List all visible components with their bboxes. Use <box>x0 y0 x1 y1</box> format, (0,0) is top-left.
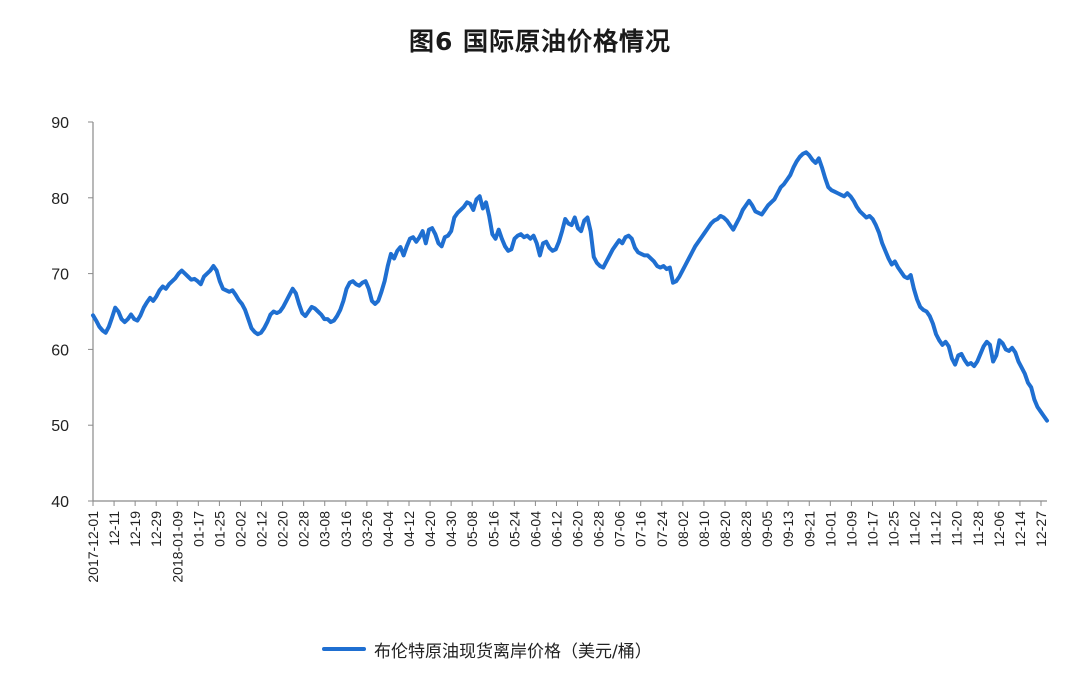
x-tick-label: 04-04 <box>380 511 396 547</box>
x-tick-label: 04-12 <box>401 511 417 547</box>
x-tick-label: 12-11 <box>106 511 122 546</box>
y-tick-label: 60 <box>51 342 69 359</box>
x-tick-label: 06-04 <box>527 511 543 547</box>
x-tick-label: 02-02 <box>232 511 248 547</box>
x-tick-label: 01-25 <box>211 511 227 547</box>
x-tick-label: 11-02 <box>907 511 923 546</box>
series-layer <box>91 150 1049 423</box>
x-tick-label: 05-16 <box>485 511 501 547</box>
x-tick-label: 07-16 <box>633 511 649 547</box>
x-tick-label: 05-24 <box>506 511 522 547</box>
x-tick-label: 02-28 <box>296 511 312 547</box>
x-tick-label: 08-20 <box>717 511 733 547</box>
x-tick-label: 12-19 <box>127 511 143 547</box>
series-line-brent <box>91 150 1049 423</box>
chart-axes <box>92 122 1047 502</box>
x-tick-label: 09-21 <box>801 511 817 547</box>
x-tick-label: 08-02 <box>675 511 691 547</box>
x-tick-label: 06-12 <box>548 511 564 547</box>
x-tick-label: 02-20 <box>275 511 291 547</box>
legend: 布伦特原油现货离岸价格（美元/桶） <box>322 637 652 662</box>
x-tick-label: 11-28 <box>970 511 986 546</box>
x-tick-label: 12-06 <box>991 511 1007 547</box>
x-tick-label: 11-20 <box>949 511 965 546</box>
x-tick-label: 09-13 <box>780 511 796 547</box>
y-tick-label: 50 <box>51 418 69 435</box>
x-tick-label: 10-17 <box>864 511 880 547</box>
x-tick-label: 04-30 <box>443 511 459 547</box>
y-tick-label: 80 <box>51 191 69 208</box>
x-tick-label: 10-01 <box>822 511 838 547</box>
x-tick-label: 07-24 <box>654 511 670 547</box>
legend-swatch <box>322 647 366 651</box>
x-tick-label: 09-05 <box>759 511 775 547</box>
x-tick-label: 02-12 <box>254 511 270 547</box>
x-tick-label: 12-27 <box>1033 511 1049 547</box>
x-tick-label: 10-25 <box>886 511 902 547</box>
y-tick-label: 70 <box>51 267 69 284</box>
y-axis-ticks: 40 50 60 70 80 90 <box>51 115 93 511</box>
x-tick-label: 10-09 <box>843 511 859 547</box>
x-tick-label: 07-06 <box>612 511 628 547</box>
x-tick-label: 08-10 <box>696 511 712 547</box>
x-tick-label: 03-08 <box>317 511 333 547</box>
y-tick-label: 90 <box>51 115 69 132</box>
x-tick-label: 11-12 <box>928 511 944 546</box>
x-tick-label: 01-17 <box>190 511 206 547</box>
x-tick-label: 05-08 <box>464 511 480 547</box>
x-axis-ticks: 2017-12-01 12-11 12-19 12-29 2018-01-09 01-17… <box>85 501 1049 583</box>
x-tick-label: 2017-12-01 <box>85 511 101 583</box>
chart-title: 图6 国际原油价格情况 <box>408 27 672 56</box>
x-tick-label: 06-20 <box>570 511 586 547</box>
x-tick-label: 12-14 <box>1012 511 1028 547</box>
legend-label: 布伦特原油现货离岸价格（美元/桶） <box>374 641 652 662</box>
x-tick-label: 03-16 <box>338 511 354 547</box>
x-tick-label: 04-20 <box>422 511 438 547</box>
x-tick-label: 08-28 <box>738 511 754 547</box>
x-tick-label: 2018-01-09 <box>169 511 185 583</box>
x-tick-label: 06-28 <box>591 511 607 547</box>
x-tick-label: 12-29 <box>148 511 164 547</box>
x-tick-label: 03-26 <box>359 511 375 547</box>
y-tick-label: 40 <box>51 494 69 511</box>
